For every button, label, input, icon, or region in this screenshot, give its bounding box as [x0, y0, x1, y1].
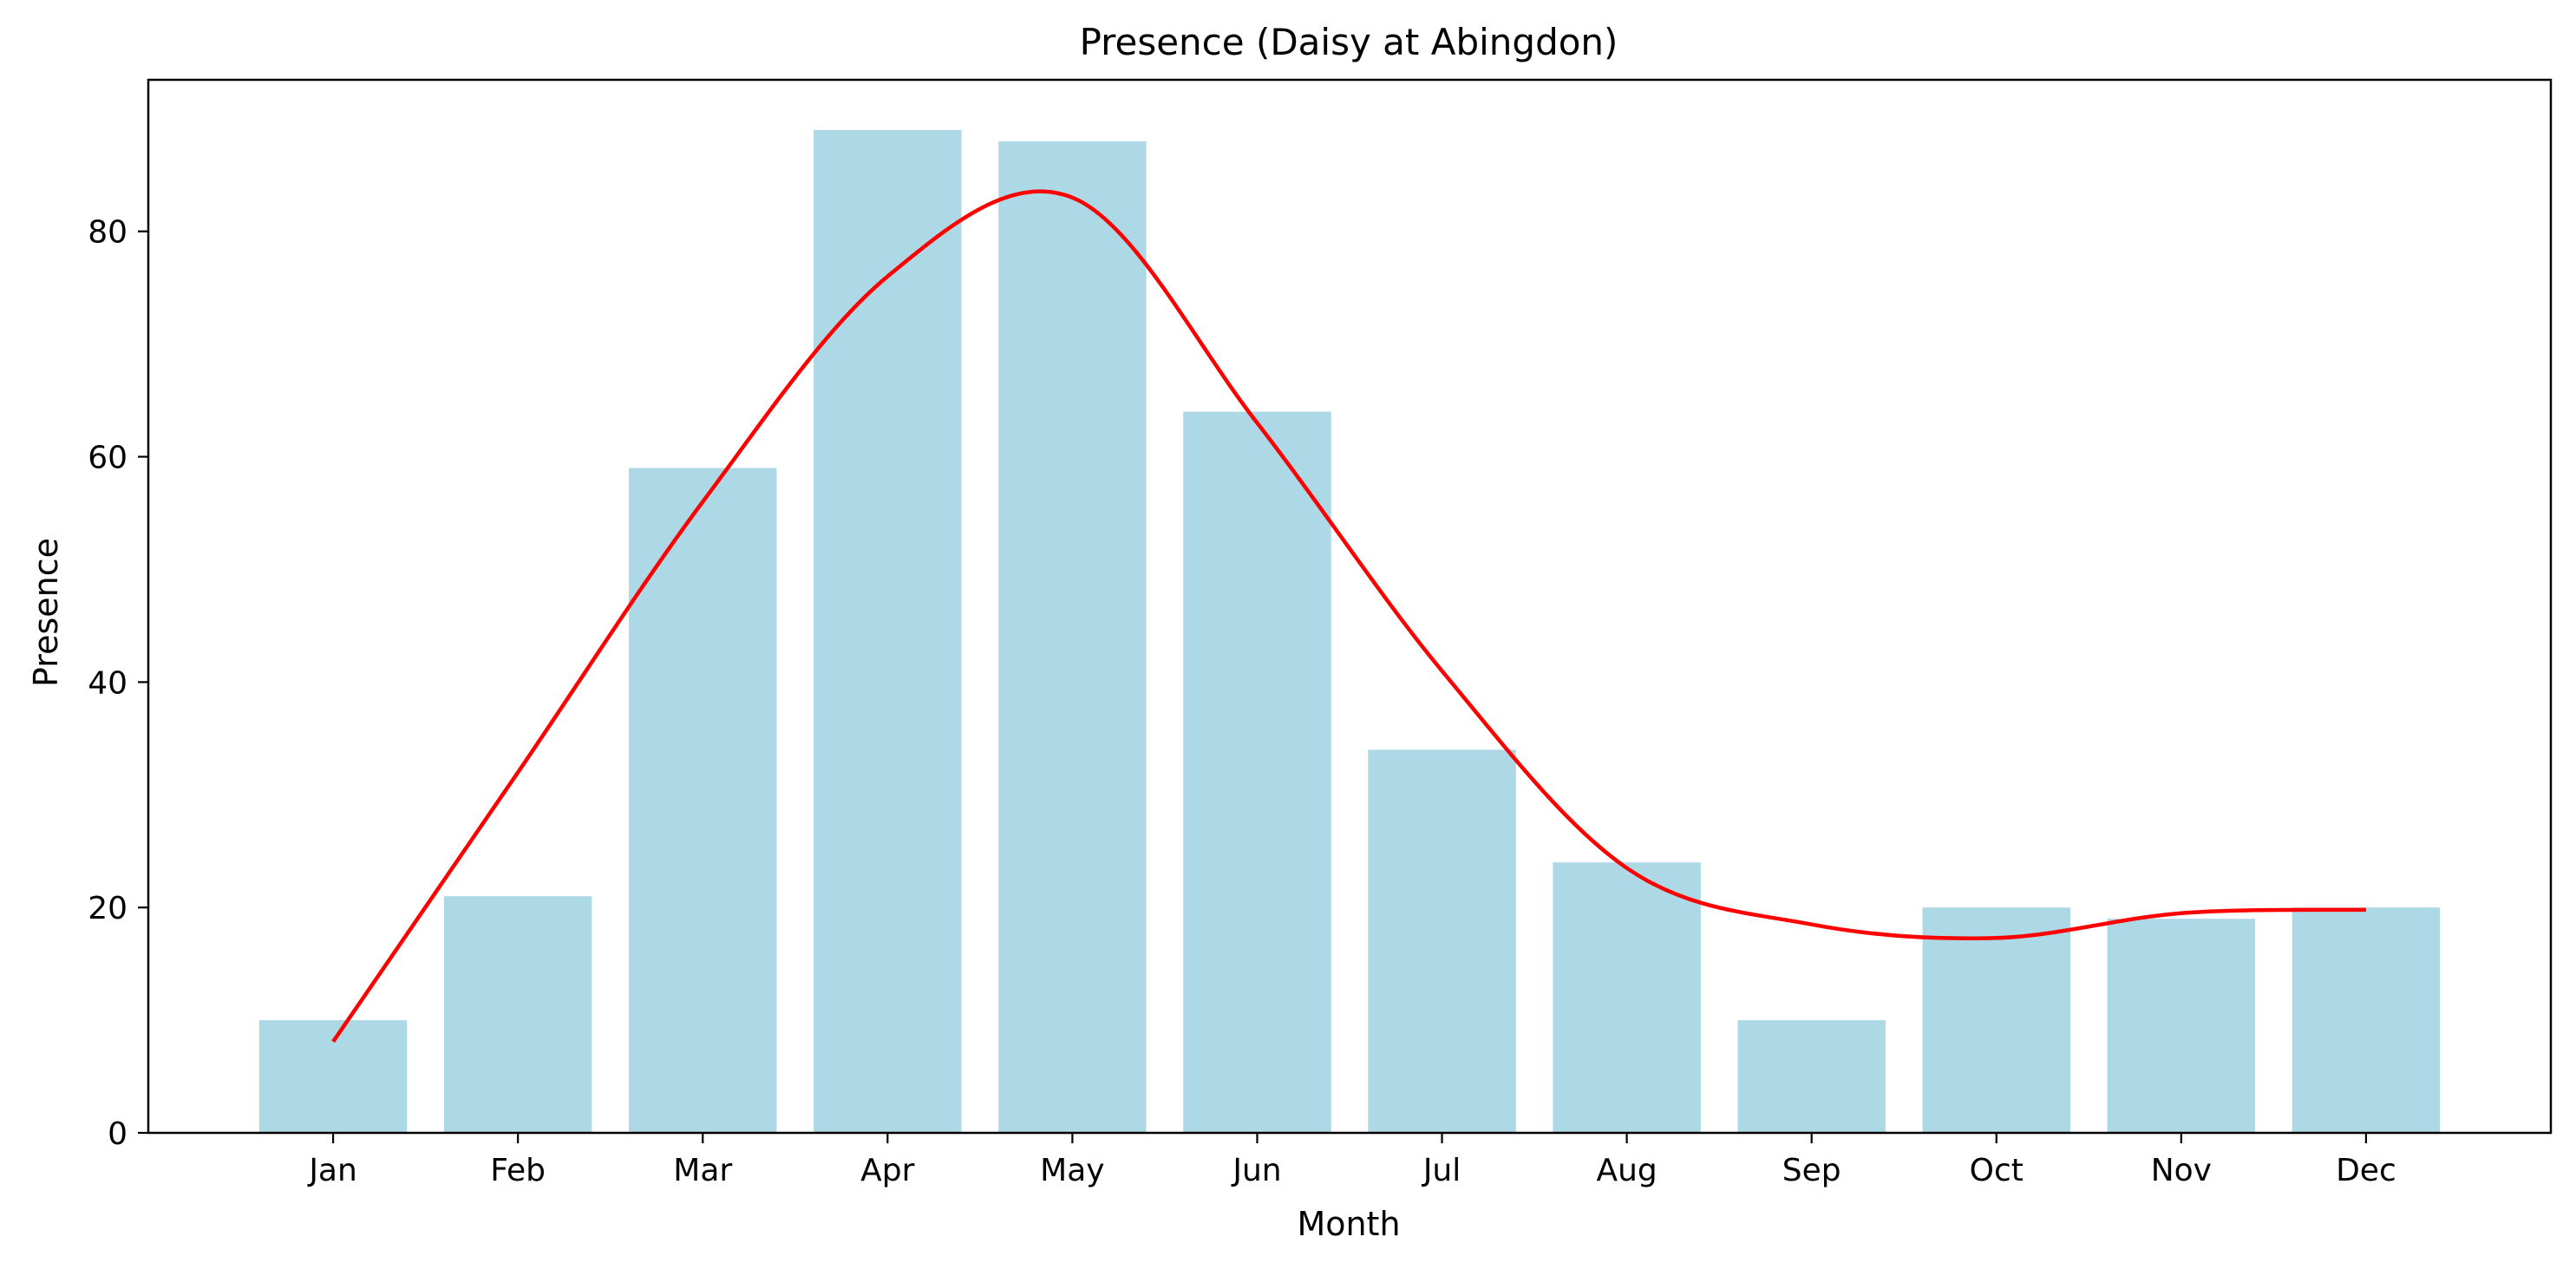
trend-line-series: [331, 189, 2366, 1044]
x-tick-label: Jun: [1231, 1153, 1281, 1188]
x-tick-label: Nov: [2151, 1153, 2212, 1188]
bar-series: [258, 129, 2441, 1134]
bar-mar: [629, 468, 777, 1133]
chart-title: Presence (Daisy at Abingdon): [1080, 21, 1618, 63]
bar-apr: [814, 129, 962, 1133]
y-tick-label: 40: [88, 665, 127, 701]
x-tick-label: Oct: [1970, 1153, 2024, 1188]
x-tick-label: Apr: [860, 1153, 914, 1188]
y-tick-label: 20: [88, 891, 127, 926]
plot-area-frame: [147, 78, 2553, 1135]
bar-aug: [1553, 862, 1701, 1133]
y-tick-label: 80: [88, 215, 127, 251]
x-axis-label: Month: [1297, 1205, 1400, 1243]
bar-dec: [2292, 907, 2441, 1133]
bar-may: [998, 141, 1147, 1134]
x-tick-label: Mar: [673, 1153, 732, 1188]
x-tick-label: Dec: [2336, 1153, 2396, 1188]
y-axis-ticks: 0 20 40 60 80: [88, 215, 148, 1152]
x-tick-label: Jan: [307, 1153, 357, 1188]
bar-jun: [1183, 411, 1331, 1133]
bar-feb: [443, 896, 592, 1133]
bar-jul: [1368, 749, 1516, 1133]
bar-oct: [1922, 907, 2070, 1133]
x-tick-label: Sep: [1782, 1153, 1841, 1188]
x-tick-label: May: [1040, 1153, 1104, 1188]
y-axis-label: Presence: [27, 538, 65, 687]
bar-nov: [2107, 919, 2256, 1133]
bar-sep: [1737, 1020, 1886, 1133]
bar-jan: [258, 1020, 408, 1133]
y-tick-label: 0: [108, 1116, 127, 1152]
x-tick-label: Jul: [1422, 1153, 1461, 1188]
x-axis-ticks: Jan Feb Mar Apr May Jun Jul Aug Sep Oct Nov Dec: [307, 1133, 2396, 1188]
x-tick-label: Aug: [1596, 1153, 1657, 1188]
y-tick-label: 60: [88, 441, 127, 476]
trend-line: [331, 189, 2366, 1044]
x-tick-label: Feb: [490, 1153, 546, 1188]
